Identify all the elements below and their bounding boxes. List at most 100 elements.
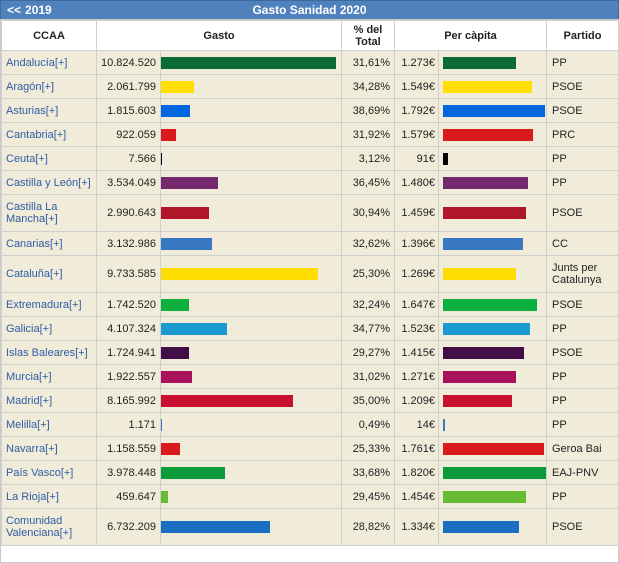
table-row: La Rioja[+] 459.647 29,45% 1.454€ PP bbox=[1, 484, 619, 509]
percapita-value: 1.454€ bbox=[394, 484, 439, 509]
table-row: Cataluña[+] 9.733.585 25,30% 1.269€ Junts pe… bbox=[1, 255, 619, 293]
gasto-bar-cell bbox=[160, 74, 342, 99]
gasto-bar bbox=[161, 322, 227, 335]
percapita-value: 1.396€ bbox=[394, 231, 439, 256]
table-row: Galicia[+] 4.107.324 34,77% 1.523€ PP bbox=[1, 316, 619, 341]
gasto-value: 3.978.448 bbox=[96, 460, 161, 485]
table-row: Andalucía[+] 10.824.520 31,61% 1.273€ PP bbox=[1, 50, 619, 75]
party-label: CC bbox=[546, 231, 619, 256]
percapita-bar-cell bbox=[438, 340, 547, 365]
table-row: Islas Baleares[+] 1.724.941 29,27% 1.415€ PS… bbox=[1, 340, 619, 365]
percapita-bar bbox=[443, 466, 546, 479]
percapita-bar-cell bbox=[438, 436, 547, 461]
percapita-bar bbox=[443, 207, 526, 219]
pct-total-value: 3,12% bbox=[341, 146, 395, 171]
pct-total-value: 0,49% bbox=[341, 412, 395, 437]
gasto-value: 1.158.559 bbox=[96, 436, 161, 461]
table-row: Comunidad Valenciana[+] 6.732.209 28,82% 1.… bbox=[1, 508, 619, 546]
region-link[interactable]: Murcia[+] bbox=[1, 364, 97, 389]
percapita-value: 1.459€ bbox=[394, 194, 439, 232]
gasto-value: 459.647 bbox=[96, 484, 161, 509]
gasto-value: 1.171 bbox=[96, 412, 161, 437]
column-header-partido[interactable]: Partido bbox=[546, 20, 619, 51]
percapita-value: 1.269€ bbox=[394, 255, 439, 293]
gasto-bar-cell bbox=[160, 316, 342, 341]
percapita-bar-cell bbox=[438, 460, 547, 485]
column-header-ccaa[interactable]: CCAA bbox=[1, 20, 97, 51]
percapita-value: 1.647€ bbox=[394, 292, 439, 317]
region-link[interactable]: Comunidad Valenciana[+] bbox=[1, 508, 97, 546]
region-link[interactable]: Islas Baleares[+] bbox=[1, 340, 97, 365]
percapita-bar bbox=[443, 237, 523, 250]
gasto-value: 7.566 bbox=[96, 146, 161, 171]
percapita-bar-cell bbox=[438, 484, 547, 509]
party-label: PSOE bbox=[546, 292, 619, 317]
gasto-value: 3.534.049 bbox=[96, 170, 161, 195]
region-link[interactable]: Madrid[+] bbox=[1, 388, 97, 413]
percapita-bar-cell bbox=[438, 50, 547, 75]
region-link[interactable]: Aragón[+] bbox=[1, 74, 97, 99]
region-link[interactable]: País Vasco[+] bbox=[1, 460, 97, 485]
party-label: PP bbox=[546, 316, 619, 341]
percapita-value: 1.209€ bbox=[394, 388, 439, 413]
percapita-value: 14€ bbox=[394, 412, 439, 437]
percapita-bar bbox=[443, 521, 519, 533]
region-link[interactable]: Andalucía[+] bbox=[1, 50, 97, 75]
gasto-bar bbox=[161, 466, 225, 479]
percapita-value: 1.415€ bbox=[394, 340, 439, 365]
region-link[interactable]: Ceuta[+] bbox=[1, 146, 97, 171]
pct-total-value: 32,62% bbox=[341, 231, 395, 256]
percapita-bar bbox=[443, 346, 524, 359]
region-link[interactable]: Asturias[+] bbox=[1, 98, 97, 123]
pct-total-value: 36,45% bbox=[341, 170, 395, 195]
column-header-percapita[interactable]: Per càpita bbox=[394, 20, 547, 51]
table-row: Madrid[+] 8.165.992 35,00% 1.209€ PP bbox=[1, 388, 619, 413]
region-link[interactable]: Galicia[+] bbox=[1, 316, 97, 341]
gasto-bar bbox=[161, 346, 189, 359]
percapita-bar-cell bbox=[438, 146, 547, 171]
gasto-bar bbox=[161, 56, 336, 69]
gasto-bar bbox=[161, 418, 162, 431]
pct-total-value: 31,02% bbox=[341, 364, 395, 389]
gasto-bar-cell bbox=[160, 412, 342, 437]
percapita-bar-cell bbox=[438, 194, 547, 232]
gasto-value: 1.724.941 bbox=[96, 340, 161, 365]
previous-year-label: 2019 bbox=[25, 3, 52, 17]
party-label: PP bbox=[546, 170, 619, 195]
region-link[interactable]: Castilla La Mancha[+] bbox=[1, 194, 97, 232]
gasto-bar bbox=[161, 152, 162, 165]
region-link[interactable]: Canarias[+] bbox=[1, 231, 97, 256]
percapita-value: 91€ bbox=[394, 146, 439, 171]
percapita-value: 1.549€ bbox=[394, 74, 439, 99]
region-link[interactable]: La Rioja[+] bbox=[1, 484, 97, 509]
region-link[interactable]: Extremadura[+] bbox=[1, 292, 97, 317]
pct-total-value: 35,00% bbox=[341, 388, 395, 413]
region-link[interactable]: Cantabria[+] bbox=[1, 122, 97, 147]
table-row: Ceuta[+] 7.566 3,12% 91€ PP bbox=[1, 146, 619, 171]
percapita-value: 1.273€ bbox=[394, 50, 439, 75]
gasto-bar-cell bbox=[160, 170, 342, 195]
region-link[interactable]: Cataluña[+] bbox=[1, 255, 97, 293]
gasto-bar bbox=[161, 104, 190, 117]
title-bar: << 2019 Gasto Sanidad 2020 bbox=[0, 0, 619, 20]
column-header-gasto[interactable]: Gasto bbox=[96, 20, 342, 51]
table-row: País Vasco[+] 3.978.448 33,68% 1.820€ EAJ-PN… bbox=[1, 460, 619, 485]
table-row: Extremadura[+] 1.742.520 32,24% 1.647€ PSOE bbox=[1, 292, 619, 317]
gasto-bar-cell bbox=[160, 388, 342, 413]
region-link[interactable]: Navarra[+] bbox=[1, 436, 97, 461]
gasto-bar-cell bbox=[160, 255, 342, 293]
pct-total-value: 34,77% bbox=[341, 316, 395, 341]
gasto-bar-cell bbox=[160, 484, 342, 509]
column-header-pct[interactable]: % del Total bbox=[341, 20, 395, 51]
previous-year-link[interactable]: << 2019 bbox=[7, 3, 52, 17]
percapita-bar bbox=[443, 322, 530, 335]
pct-total-value: 25,33% bbox=[341, 436, 395, 461]
percapita-bar bbox=[443, 104, 545, 117]
percapita-bar bbox=[443, 268, 516, 280]
region-link[interactable]: Melilla[+] bbox=[1, 412, 97, 437]
percapita-value: 1.792€ bbox=[394, 98, 439, 123]
region-link[interactable]: Castilla y León[+] bbox=[1, 170, 97, 195]
gasto-bar-cell bbox=[160, 146, 342, 171]
percapita-bar bbox=[443, 56, 516, 69]
gasto-bar-cell bbox=[160, 364, 342, 389]
